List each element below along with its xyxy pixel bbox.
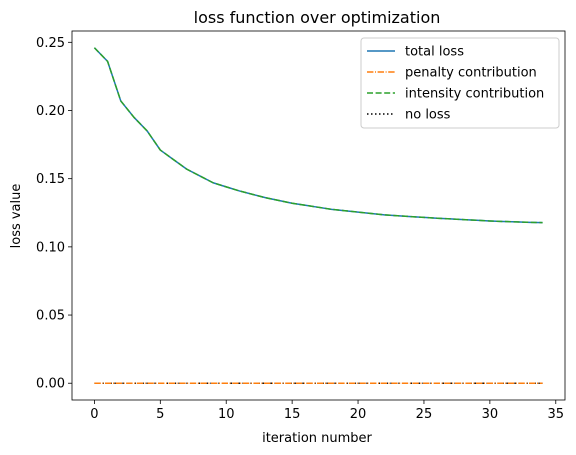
chart-title: loss function over optimization (194, 8, 441, 27)
x-tick-label: 20 (350, 407, 367, 422)
plot-area: 0 5 10 15 20 25 30 35 0.00 0.05 0.10 0.15 0.20 0.25 (36, 30, 566, 422)
y-tick-label: 0.10 (36, 240, 65, 255)
y-tick-label: 0.00 (36, 377, 65, 392)
y-tick-label: 0.25 (36, 36, 65, 51)
y-axis-label: loss value (9, 184, 24, 249)
x-tick-label: 30 (482, 407, 499, 422)
legend-label: no loss (405, 108, 451, 123)
legend-label: intensity contribution (405, 87, 544, 102)
y-tick-label: 0.15 (36, 172, 65, 187)
legend-label: total loss (405, 45, 464, 60)
x-tick-label: 25 (416, 407, 433, 422)
series-line-intensity-contribution (93, 47, 543, 224)
y-tick-label: 0.20 (36, 104, 65, 119)
y-tick-label: 0.05 (36, 309, 65, 324)
x-tick-label: 5 (156, 407, 164, 422)
legend-box (360, 37, 560, 129)
x-tick-label: 10 (218, 407, 235, 422)
plot-frame (71, 30, 566, 401)
x-tick-label: 0 (90, 407, 98, 422)
legend: total loss penalty contribution intensity … (360, 37, 560, 129)
x-axis-label: iteration number (262, 431, 372, 446)
legend-label: penalty contribution (405, 66, 537, 81)
x-tick-label: 15 (284, 407, 301, 422)
x-tick-label: 35 (547, 407, 564, 422)
